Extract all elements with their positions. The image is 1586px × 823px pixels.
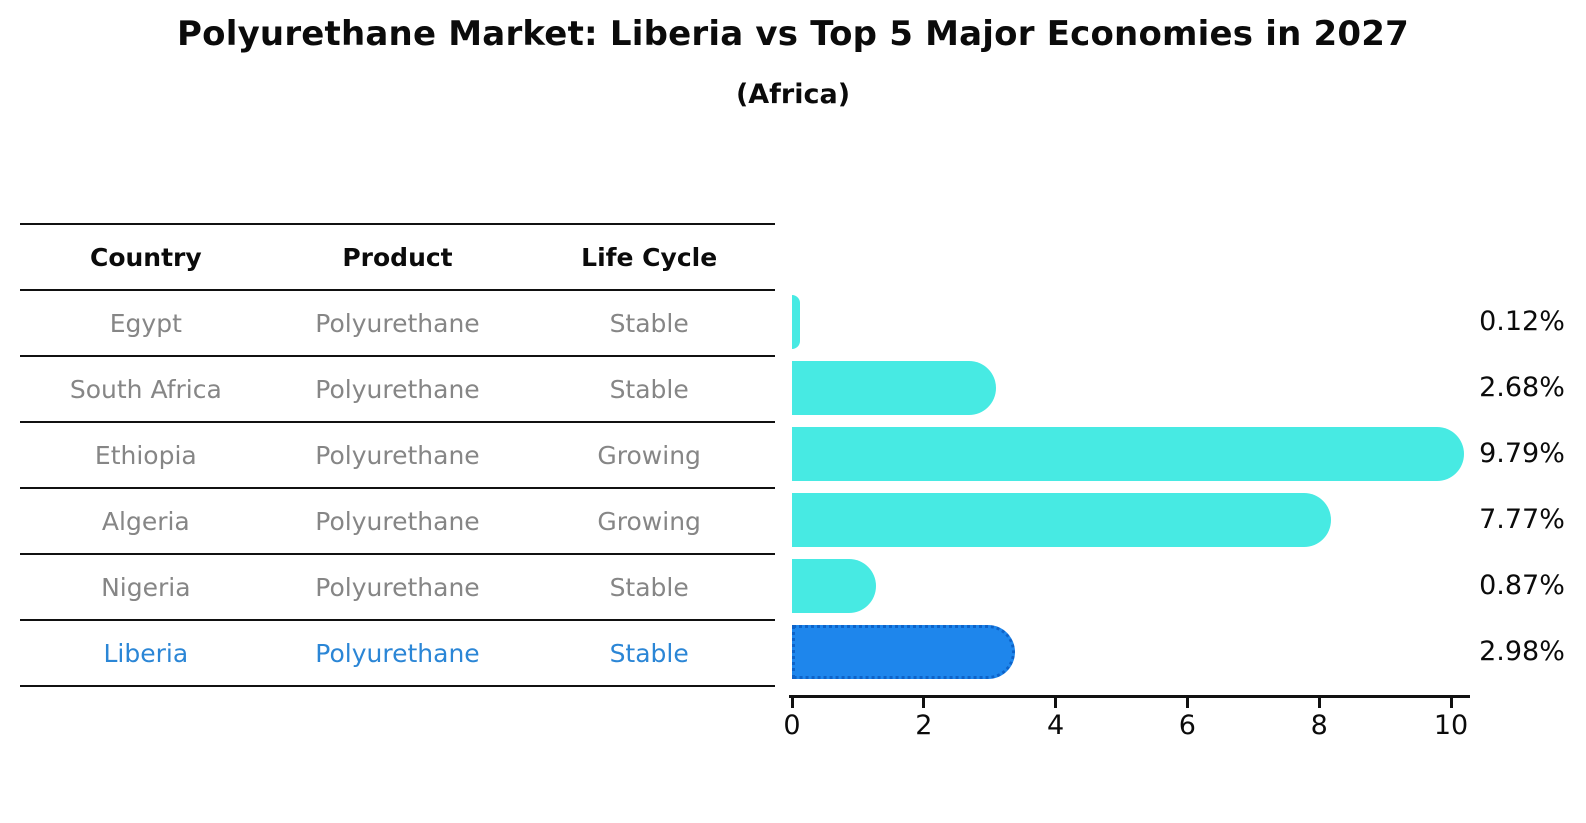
x-tick-label-2: 2 [915, 710, 933, 741]
bar-liberia [792, 625, 1016, 679]
table-header-row: Country Product Life Cycle [20, 225, 775, 291]
table-row-south-africa: South Africa Polyurethane Stable [20, 357, 775, 423]
value-label-egypt: 0.12% [1479, 306, 1565, 337]
x-tick-label-0: 0 [783, 710, 801, 741]
cell-product: Polyurethane [315, 440, 480, 470]
cell-lifecycle: Stable [609, 638, 689, 668]
cell-product: Polyurethane [315, 374, 480, 404]
cell-product: Polyurethane [315, 638, 480, 668]
table-row-ethiopia: Ethiopia Polyurethane Growing [20, 423, 775, 489]
cell-lifecycle: Stable [609, 308, 689, 338]
table-row-egypt: Egypt Polyurethane Stable [20, 291, 775, 357]
x-tick-label-8: 8 [1310, 710, 1328, 741]
cell-product: Polyurethane [315, 572, 480, 602]
chart-title: Polyurethane Market: Liberia vs Top 5 Ma… [177, 14, 1409, 54]
bar-nigeria [792, 559, 877, 613]
x-tick-label-10: 10 [1433, 710, 1469, 741]
cell-product: Polyurethane [315, 506, 480, 536]
bar-south-africa [792, 361, 996, 415]
chart-subtitle: (Africa) [735, 79, 851, 110]
x-tick-6 [1185, 698, 1189, 708]
x-tick-label-4: 4 [1047, 710, 1065, 741]
value-label-algeria: 7.77% [1479, 504, 1565, 535]
x-tick-4 [1054, 698, 1058, 708]
cell-country: Algeria [101, 506, 190, 536]
cell-lifecycle: Growing [597, 440, 701, 470]
x-tick-2 [922, 698, 926, 708]
value-label-ethiopia: 9.79% [1479, 438, 1565, 469]
bar-ethiopia [792, 427, 1465, 481]
x-axis-line [789, 695, 1470, 698]
bar-algeria [792, 493, 1332, 547]
country-info-table: Country Product Life Cycle Egypt Polyuret… [20, 223, 775, 687]
table-body: Egypt Polyurethane Stable South Africa Polyu… [20, 291, 775, 687]
cell-country: Egypt [109, 308, 182, 338]
x-tick-10 [1449, 698, 1453, 708]
cell-country: Liberia [103, 638, 189, 668]
table-row-liberia: Liberia Polyurethane Stable [20, 621, 775, 687]
cell-lifecycle: Stable [609, 572, 689, 602]
column-header-country: Country [89, 242, 202, 272]
value-label-nigeria: 0.87% [1479, 570, 1565, 601]
cell-product: Polyurethane [315, 308, 480, 338]
cell-country: Nigeria [101, 572, 191, 602]
x-tick-0 [790, 698, 794, 708]
cell-lifecycle: Growing [597, 506, 701, 536]
column-header-lifecycle: Life Cycle [581, 242, 718, 272]
table-row-algeria: Algeria Polyurethane Growing [20, 489, 775, 555]
x-tick-label-6: 6 [1178, 710, 1196, 741]
value-label-liberia: 2.98% [1479, 636, 1565, 667]
bar-egypt [792, 295, 800, 349]
table-row-nigeria: Nigeria Polyurethane Stable [20, 555, 775, 621]
cell-country: Ethiopia [94, 440, 197, 470]
cell-country: South Africa [69, 374, 222, 404]
value-label-south-africa: 2.68% [1479, 372, 1565, 403]
x-tick-8 [1317, 698, 1321, 708]
cell-lifecycle: Stable [609, 374, 689, 404]
column-header-product: Product [342, 242, 453, 272]
